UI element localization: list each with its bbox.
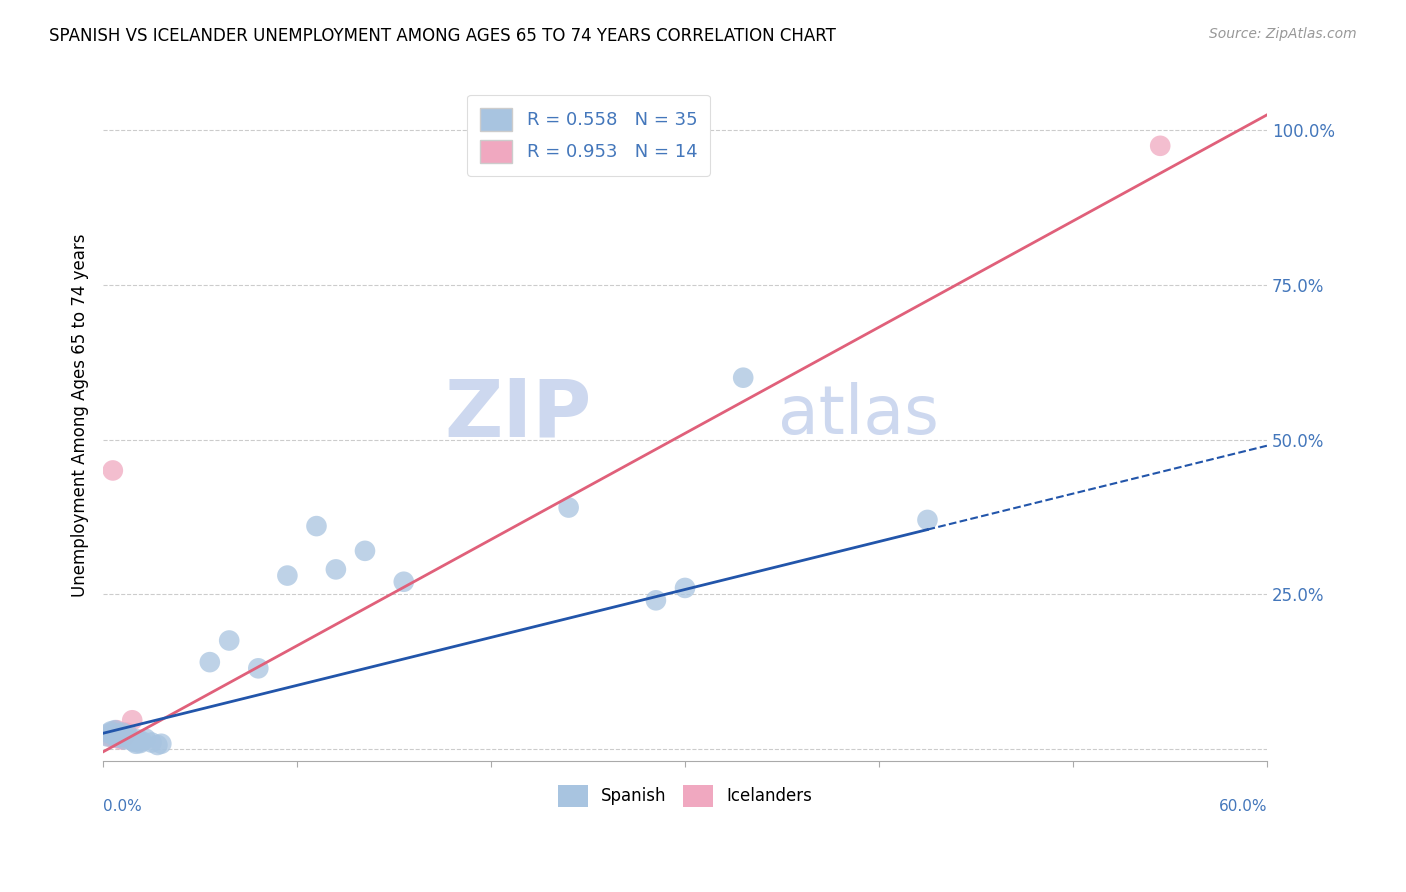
Point: [111, 725, 134, 739]
Point: [104, 723, 127, 738]
Point: [105, 723, 128, 738]
Point: [114, 732, 136, 747]
Point: [127, 732, 149, 747]
Point: [96, 729, 118, 743]
Point: [354, 544, 377, 558]
Point: [141, 735, 163, 749]
Point: [125, 737, 148, 751]
Point: [104, 724, 127, 739]
Point: [121, 733, 143, 747]
Point: [110, 729, 132, 743]
Point: [122, 735, 145, 749]
Text: 0.0%: 0.0%: [103, 799, 142, 814]
Point: [664, 148, 686, 162]
Point: [101, 731, 124, 745]
Text: Source: ZipAtlas.com: Source: ZipAtlas.com: [1209, 27, 1357, 41]
Y-axis label: Unemployment Among Ages 65 to 74 years: Unemployment Among Ages 65 to 74 years: [72, 233, 89, 597]
Point: [198, 655, 221, 669]
Legend: Spanish, Icelanders: Spanish, Icelanders: [550, 777, 821, 815]
Point: [917, 513, 939, 527]
Point: [107, 728, 129, 742]
Point: [131, 734, 153, 748]
Point: [100, 724, 122, 739]
Point: [218, 633, 240, 648]
Point: [276, 568, 298, 582]
Point: [110, 732, 132, 747]
Point: [115, 731, 138, 745]
Point: [97, 726, 120, 740]
Text: atlas: atlas: [778, 382, 939, 448]
Point: [146, 738, 169, 752]
Point: [107, 727, 129, 741]
Point: [1149, 138, 1171, 153]
Point: [733, 370, 755, 384]
Text: 60.0%: 60.0%: [1219, 799, 1267, 814]
Point: [392, 574, 415, 589]
Point: [100, 726, 122, 740]
Point: [150, 737, 173, 751]
Point: [325, 562, 347, 576]
Point: [101, 463, 124, 477]
Point: [115, 725, 138, 739]
Text: SPANISH VS ICELANDER UNEMPLOYMENT AMONG AGES 65 TO 74 YEARS CORRELATION CHART: SPANISH VS ICELANDER UNEMPLOYMENT AMONG …: [49, 27, 837, 45]
Point: [97, 729, 120, 743]
Point: [105, 731, 128, 745]
Point: [673, 581, 696, 595]
Point: [247, 661, 270, 675]
Point: [645, 593, 668, 607]
Point: [135, 731, 157, 746]
Point: [121, 713, 143, 727]
Point: [117, 728, 139, 742]
Point: [114, 729, 136, 743]
Point: [557, 500, 579, 515]
Point: [101, 728, 124, 742]
Point: [111, 731, 134, 746]
Point: [129, 736, 152, 750]
Text: ZIP: ZIP: [444, 376, 592, 454]
Point: [305, 519, 328, 533]
